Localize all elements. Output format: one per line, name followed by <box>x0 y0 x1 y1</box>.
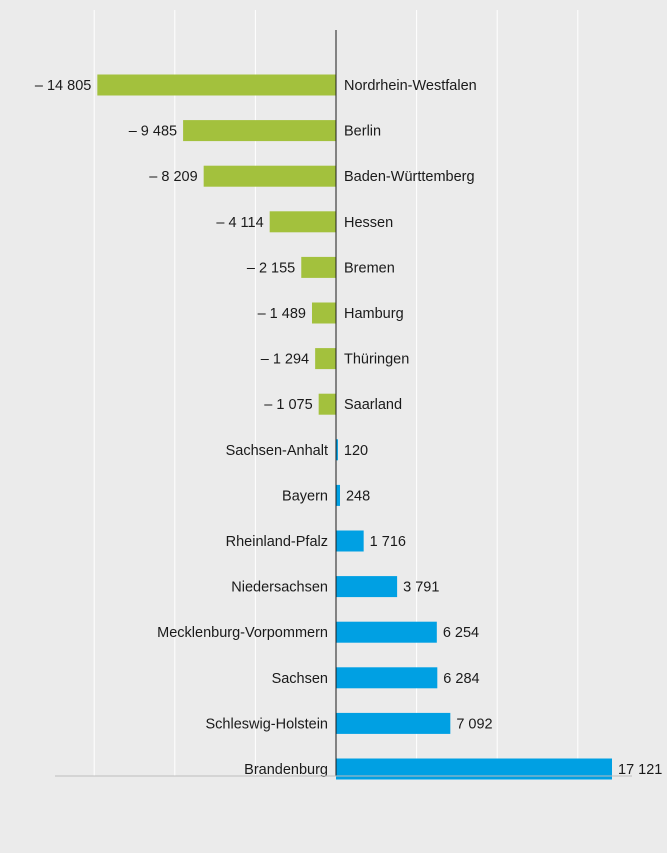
value-label: 1 716 <box>370 534 406 550</box>
category-label: Sachsen-Anhalt <box>226 443 328 459</box>
bar <box>336 667 438 689</box>
bar <box>301 256 336 278</box>
category-label: Berlin <box>344 124 381 140</box>
bar <box>336 621 437 643</box>
bar <box>97 74 336 96</box>
value-label: – 1 075 <box>264 397 312 413</box>
migration-balance-chart: Nordrhein-Westfalen – 14 805 Berlin – 9 485… <box>35 10 662 780</box>
chart-frame: Nordrhein-Westfalen – 14 805 Berlin – 9 485… <box>10 10 667 826</box>
bar <box>311 302 336 324</box>
category-label: Hamburg <box>344 306 404 322</box>
value-label: 7 092 <box>456 716 492 732</box>
category-label: Thüringen <box>344 352 409 368</box>
category-label: Schleswig-Holstein <box>206 716 329 732</box>
bar <box>183 120 336 142</box>
bars <box>97 74 612 780</box>
value-label: 6 254 <box>443 625 479 641</box>
value-label: 248 <box>346 488 370 504</box>
value-label: 3 791 <box>403 580 439 596</box>
bar <box>203 165 336 187</box>
value-label: – 14 805 <box>35 78 91 94</box>
category-label: Saarland <box>344 397 402 413</box>
value-label: – 4 114 <box>216 215 263 231</box>
value-label: – 2 155 <box>247 260 295 276</box>
category-label: Nordrhein-Westfalen <box>344 78 477 94</box>
bar <box>336 576 398 598</box>
bar <box>336 758 612 780</box>
category-label: Brandenburg <box>244 762 328 778</box>
bar <box>336 439 338 461</box>
bar <box>269 211 336 233</box>
category-label: Baden-Württemberg <box>344 169 475 185</box>
category-label: Bremen <box>344 260 395 276</box>
bar <box>315 348 336 370</box>
category-label: Hessen <box>344 215 393 231</box>
value-label: – 1 489 <box>258 306 306 322</box>
value-label: – 1 294 <box>261 352 309 368</box>
category-label: Bayern <box>282 488 328 504</box>
bar <box>318 393 336 415</box>
category-label: Mecklenburg-Vorpommern <box>157 625 328 641</box>
value-label: – 8 209 <box>149 169 197 185</box>
labels: Nordrhein-Westfalen – 14 805 Berlin – 9 485… <box>35 78 662 778</box>
value-label: 17 121 <box>618 762 662 778</box>
category-label: Niedersachsen <box>231 580 328 596</box>
value-label: 120 <box>344 443 368 459</box>
bar <box>336 484 340 506</box>
category-label: Rheinland-Pfalz <box>226 534 328 550</box>
category-label: Sachsen <box>272 671 328 687</box>
value-label: 6 284 <box>443 671 479 687</box>
bar <box>336 530 364 552</box>
bar <box>336 712 451 734</box>
value-label: – 9 485 <box>129 124 177 140</box>
